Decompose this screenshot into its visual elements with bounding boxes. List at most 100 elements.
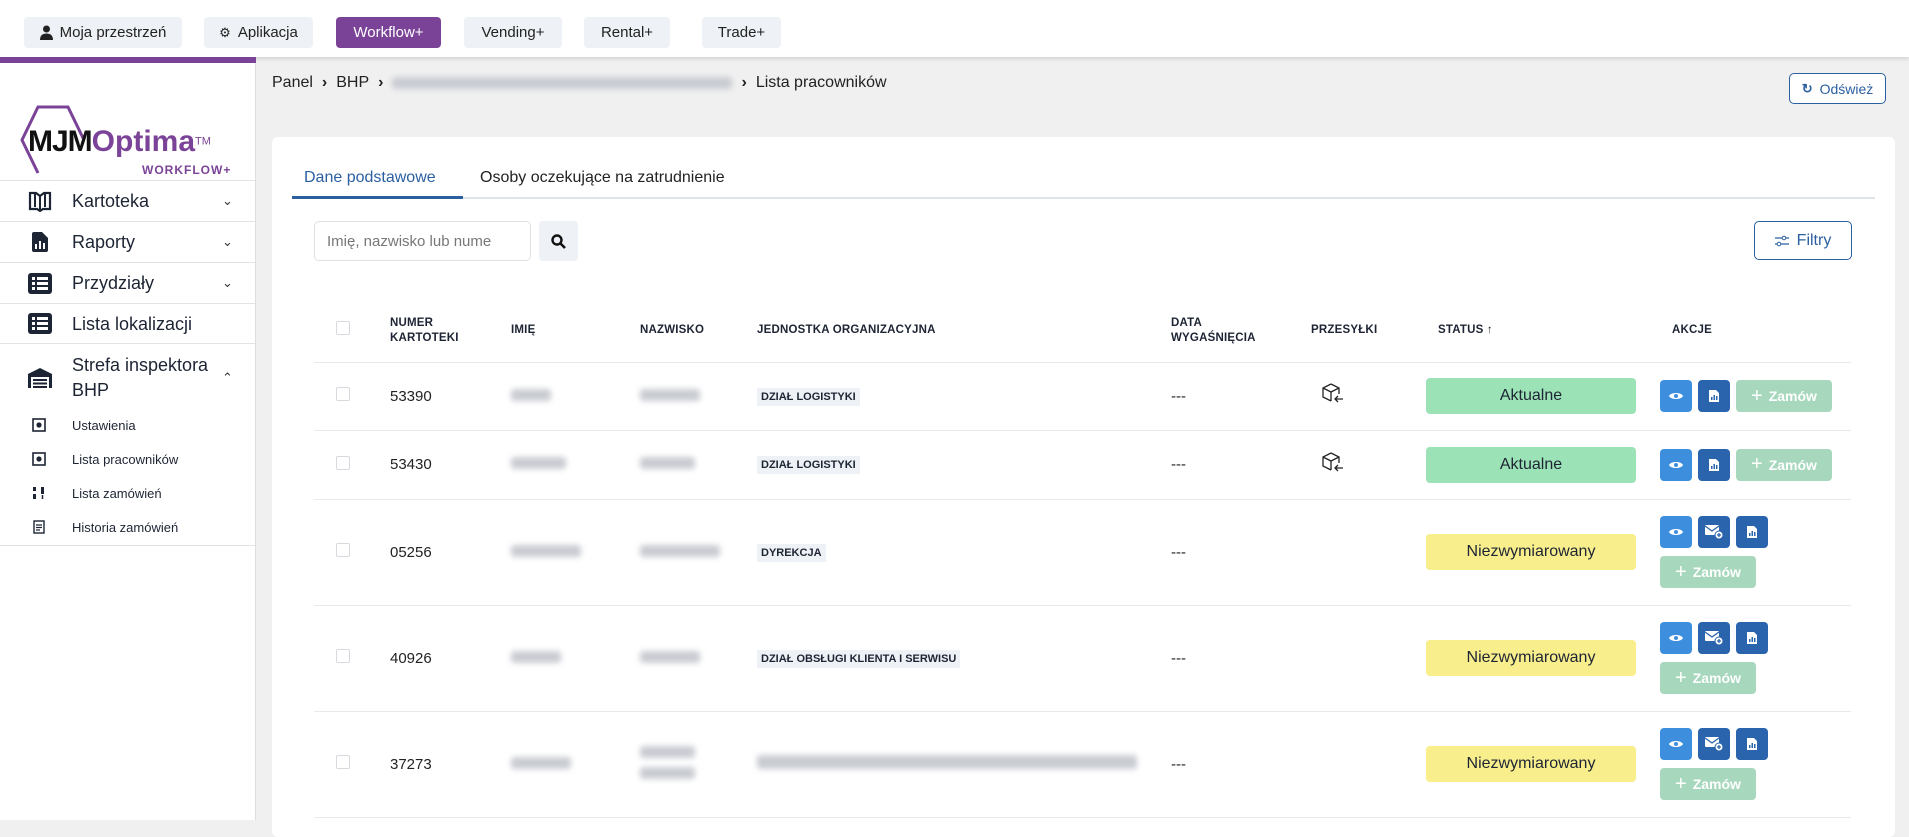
col-nazwisko[interactable]: NAZWISKO [640,300,757,363]
gear-box-icon [32,452,46,466]
sidebar-item-label: Przydziały [72,273,155,293]
sidebar-item-kartoteka[interactable]: Kartoteka ⌄ [0,180,255,221]
view-button[interactable] [1660,448,1692,481]
col-numer[interactable]: NUMER KARTOTEKI [390,300,511,363]
send-mail-button[interactable] [1698,622,1730,654]
tab-dane-podstawowe[interactable]: Dane podstawowe [304,169,436,186]
trade-button[interactable]: Trade+ [702,17,781,48]
breadcrumb-bhp[interactable]: BHP [336,74,370,91]
surname-redacted [640,457,695,469]
report-button[interactable] [1698,380,1730,412]
select-all-checkbox[interactable] [336,321,350,336]
tab-osoby-oczekujace[interactable]: Osoby oczekujące na zatrudnienie [480,169,725,186]
list-icon [28,312,52,336]
col-data[interactable]: DATA WYGAŚNIĘCIA [1171,300,1311,363]
sidebar-subitem-lista-pracownikow[interactable]: Lista pracowników [0,444,255,474]
file-number: 37273 [390,711,511,818]
order-button[interactable]: + Zamów [1660,556,1756,588]
surname-redacted [640,388,700,401]
sidebar-subitem-ustawienia[interactable]: Ustawienia [0,410,255,440]
view-button[interactable] [1660,622,1692,654]
order-button[interactable]: + Zamów [1736,380,1832,412]
gears-icon: ⚙ [219,24,231,40]
view-button[interactable] [1660,728,1692,760]
document-icon [33,520,45,534]
table-row: 53430 DZIAŁ LOGISTYKI --- Aktualne + Zamó… [314,430,1851,500]
workflow-button[interactable]: Workflow+ [336,17,441,48]
plus-icon: + [1675,666,1687,689]
status-badge: Niezwymiarowany [1426,746,1636,782]
my-space-button[interactable]: Moja przestrzeń [24,17,182,48]
row-checkbox[interactable] [336,455,350,470]
vending-label: Vending+ [481,24,545,41]
report-icon [1709,390,1719,402]
sidebar-subitem-label: Ustawienia [72,417,136,433]
active-tab-indicator [292,196,463,199]
breadcrumb-redacted[interactable] [392,77,733,89]
table-row: 53390 DZIAŁ LOGISTYKI --- Aktualne + Zamó… [314,362,1851,431]
sidebar-subitem-label: Lista pracowników [72,451,179,467]
file-number: 53430 [390,430,511,500]
brand-stripe [0,57,256,63]
report-button[interactable] [1736,622,1768,654]
row-checkbox[interactable] [336,387,350,401]
send-mail-button[interactable] [1698,516,1730,548]
report-button[interactable] [1736,516,1768,548]
view-button[interactable] [1660,516,1692,548]
eye-icon [1669,635,1683,641]
chevron-up-icon: ⌃ [222,369,233,385]
search-button[interactable] [539,221,578,261]
sidebar-item-strefa-inspektora[interactable]: Strefa inspektora BHP ⌃ [0,343,255,411]
status-badge: Niezwymiarowany [1426,640,1636,676]
surname-redacted [640,650,700,663]
row-checkbox[interactable] [336,755,350,769]
order-button[interactable]: + Zamów [1660,662,1756,694]
logo-tm: TM [195,135,211,148]
first-name-redacted [511,650,561,663]
sidebar-subitem-lista-zamowien[interactable]: Lista zamówień [0,478,255,508]
sidebar-divider [0,545,255,546]
breadcrumb-panel[interactable]: Panel [272,74,313,91]
search-input[interactable] [314,221,531,261]
report-button[interactable] [1736,728,1768,760]
sidebar-subitem-historia-zamowien[interactable]: Historia zamówień [0,512,255,542]
vending-button[interactable]: Vending+ [464,17,562,48]
sort-icon [33,487,44,499]
order-button[interactable]: + Zamów [1736,448,1832,481]
view-button[interactable] [1660,380,1692,412]
col-status[interactable]: STATUS ↑ [1426,300,1660,363]
sidebar-item-lista-lokalizacji[interactable]: Lista lokalizacji [0,303,255,343]
package-return-icon[interactable] [1321,383,1345,405]
employee-list-card: Dane podstawowe Osoby oczekujące na zatr… [272,137,1895,837]
report-icon [1709,458,1719,471]
order-button[interactable]: + Zamów [1660,768,1756,800]
sidebar-item-label: Lista lokalizacji [72,313,193,334]
eye-icon [1669,741,1683,747]
book-icon [28,189,52,213]
refresh-icon: ↻ [1801,80,1813,96]
rental-button[interactable]: Rental+ [584,17,670,48]
col-imie[interactable]: IMIĘ [511,300,640,363]
chevron-right-icon: › [741,74,747,91]
mail-plus-icon [1705,525,1723,539]
gear-box-icon [32,418,46,432]
col-jednostka[interactable]: JEDNOSTKA ORGANIZACYJNA [757,300,1171,363]
send-mail-button[interactable] [1698,728,1730,760]
package-return-icon[interactable] [1321,451,1345,474]
first-name-redacted [511,544,581,557]
sidebar-item-przydzialy[interactable]: Przydziały ⌄ [0,262,255,303]
application-button[interactable]: ⚙ Aplikacja [204,17,313,48]
table-header-row: NUMER KARTOTEKI IMIĘ NAZWISKO JEDNOSTKA … [314,300,1851,363]
refresh-button[interactable]: ↻ Odśwież [1789,73,1886,104]
expiry-date: --- [1171,499,1311,606]
row-checkbox[interactable] [336,649,350,663]
sidebar-item-raporty[interactable]: Raporty ⌄ [0,221,255,262]
order-label: Zamów [1768,456,1817,473]
row-checkbox[interactable] [336,543,350,557]
logo-text2: Optima [91,125,196,158]
report-button[interactable] [1698,448,1730,481]
first-name-redacted [511,457,566,469]
filters-button[interactable]: Filtry [1754,221,1852,260]
logo[interactable]: MJMOptimaTM WORKFLOW+ [18,85,243,190]
col-przesylki[interactable]: PRZESYŁKI [1311,300,1426,363]
